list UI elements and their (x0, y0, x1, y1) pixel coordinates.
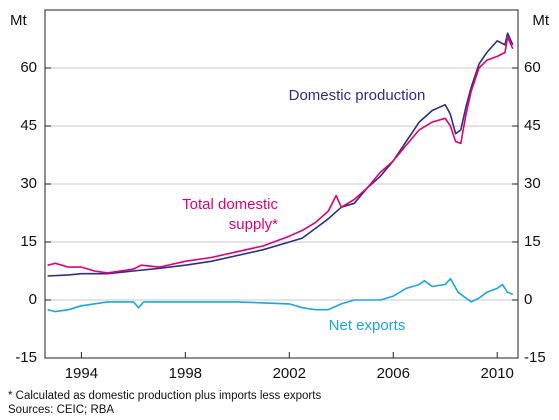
y2-tick-label: -15 (524, 349, 546, 366)
source: Sources: CEIC; RBA (8, 404, 114, 416)
series-line (47, 36, 514, 274)
series-label: Total domestic supply* (182, 196, 278, 233)
x-tick-label: 2006 (377, 365, 410, 382)
series-line (47, 277, 514, 313)
y2-axis-label: Mt (532, 12, 549, 29)
y2-tick-label: 30 (524, 175, 541, 192)
y-tick-label: 30 (20, 175, 37, 192)
series-label: Domestic production (289, 87, 426, 104)
y-tick-label: 15 (20, 233, 37, 250)
y-tick-label: 60 (20, 59, 37, 76)
series-label: Net exports (329, 317, 406, 334)
y2-tick-label: 0 (524, 291, 532, 308)
y-axis-label: Mt (10, 12, 27, 29)
x-tick-label: 1994 (65, 365, 98, 382)
y2-tick-label: 15 (524, 233, 541, 250)
y2-tick-label: 45 (524, 117, 541, 134)
x-tick-label: 2010 (481, 365, 514, 382)
x-tick-label: 1998 (169, 365, 202, 382)
x-tick-label: 2002 (273, 365, 306, 382)
y-tick-label: 45 (20, 117, 37, 134)
series-line (47, 32, 514, 277)
footnote: * Calculated as domestic production plus… (8, 390, 321, 402)
y2-tick-label: 60 (524, 59, 541, 76)
y-tick-label: 0 (29, 291, 37, 308)
y-tick-label: -15 (15, 349, 37, 366)
